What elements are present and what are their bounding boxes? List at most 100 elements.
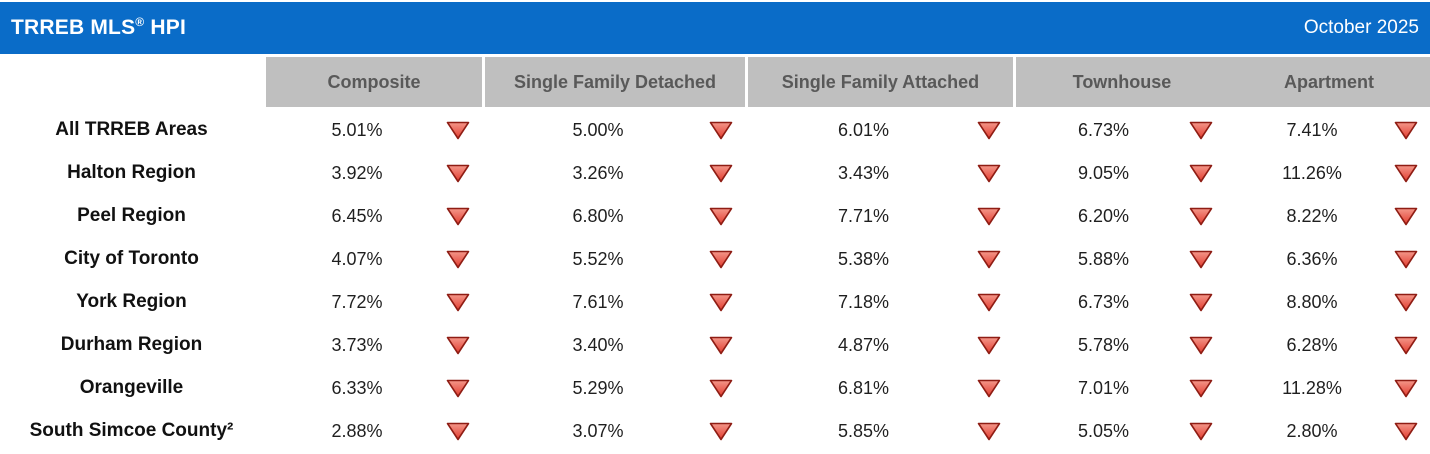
registered-trademark-symbol: ® [135,15,145,29]
hpi-value-cell: 5.52% [485,239,745,279]
hpi-value-cell: 6.45% [266,196,482,236]
hpi-value: 3.40% [572,334,624,355]
hpi-value-cell: 5.05% [1016,411,1225,451]
hpi-value-cell: 3.43% [748,153,1013,193]
hpi-value-cell: 5.85% [748,411,1013,451]
hpi-value-cell: 4.87% [748,325,1013,365]
trend-down-icon [973,207,1001,226]
hpi-value: 5.78% [1077,334,1130,355]
trend-down-icon [442,422,470,441]
trend-down-icon [705,121,733,140]
hpi-value: 3.07% [572,420,624,441]
hpi-value: 4.07% [331,248,383,269]
hpi-value-cell: 5.38% [748,239,1013,279]
hpi-value-cell: 5.00% [485,110,745,150]
trend-down-icon [1390,164,1418,183]
trend-down-icon [1185,121,1213,140]
trend-down-icon [973,164,1001,183]
hpi-value: 7.61% [572,291,624,312]
trend-down-icon [442,164,470,183]
hpi-value-cell: 3.26% [485,153,745,193]
trend-down-icon [1185,422,1213,441]
hpi-value: 11.28% [1282,377,1342,398]
region-label: City of Toronto [0,239,263,279]
hpi-value-cell: 6.20% [1016,196,1225,236]
hpi-value-cell: 6.33% [266,368,482,408]
trend-down-icon [1390,379,1418,398]
hpi-value-cell: 3.73% [266,325,482,365]
hpi-value-cell: 8.22% [1228,196,1430,236]
hpi-value-cell: 6.73% [1016,282,1225,322]
hpi-value-cell: 7.18% [748,282,1013,322]
trend-down-icon [973,121,1001,140]
hpi-value-cell: 7.71% [748,196,1013,236]
hpi-value: 6.73% [1077,119,1130,140]
trend-down-icon [705,293,733,312]
hpi-value-cell: 7.72% [266,282,482,322]
hpi-value: 5.29% [572,377,624,398]
trend-down-icon [705,336,733,355]
region-label: Peel Region [0,196,263,236]
hpi-value-cell: 6.81% [748,368,1013,408]
hpi-table: Composite Single Family Detached Single … [0,57,1430,451]
header-group-townhouse-apartment: Townhouse Apartment [1016,57,1430,107]
hpi-value-cell: 6.80% [485,196,745,236]
report-period: October 2025 [1303,17,1419,38]
region-label: Orangeville [0,368,263,408]
hpi-value-cell: 6.28% [1228,325,1430,365]
hpi-value-cell: 6.36% [1228,239,1430,279]
hpi-value: 7.18% [837,291,890,312]
region-label: Durham Region [0,325,263,365]
hpi-value: 3.26% [572,162,624,183]
hpi-value: 6.45% [331,205,383,226]
hpi-value-cell: 3.92% [266,153,482,193]
hpi-value: 9.05% [1077,162,1130,183]
hpi-value: 8.22% [1286,205,1338,226]
title-bar: TRREB MLS® HPI October 2025 [0,2,1430,54]
hpi-value-cell: 2.80% [1228,411,1430,451]
trend-down-icon [442,293,470,312]
hpi-value: 5.01% [331,119,383,140]
trend-down-icon [973,379,1001,398]
trend-down-icon [1185,164,1213,183]
trend-down-icon [1390,250,1418,269]
header-cell-single-family-attached: Single Family Attached [748,57,1013,107]
hpi-value: 5.05% [1077,420,1130,441]
hpi-value: 11.26% [1282,162,1342,183]
hpi-value: 7.72% [331,291,383,312]
hpi-value: 5.85% [837,420,890,441]
hpi-value: 6.01% [837,119,890,140]
hpi-value-cell: 3.07% [485,411,745,451]
hpi-value-cell: 5.01% [266,110,482,150]
trend-down-icon [973,293,1001,312]
trend-down-icon [1185,207,1213,226]
hpi-value: 7.71% [837,205,890,226]
hpi-value: 7.01% [1077,377,1130,398]
trend-down-icon [442,379,470,398]
hpi-value: 3.92% [331,162,383,183]
trend-down-icon [442,250,470,269]
hpi-value-cell: 11.26% [1228,153,1430,193]
hpi-value: 6.28% [1286,334,1338,355]
trend-down-icon [1185,379,1213,398]
hpi-value-cell: 7.61% [485,282,745,322]
trend-down-icon [1390,336,1418,355]
trend-down-icon [1185,293,1213,312]
hpi-value: 6.80% [572,205,624,226]
page-title: TRREB MLS® HPI [11,16,186,40]
trend-down-icon [1390,422,1418,441]
trend-down-icon [442,121,470,140]
hpi-value: 6.33% [331,377,383,398]
header-cell-apartment: Apartment [1283,71,1374,92]
hpi-value-cell: 11.28% [1228,368,1430,408]
hpi-value-cell: 5.29% [485,368,745,408]
hpi-value: 2.80% [1286,420,1338,441]
hpi-value-cell: 7.01% [1016,368,1225,408]
hpi-value-cell: 2.88% [266,411,482,451]
hpi-value: 7.41% [1286,119,1338,140]
hpi-value-cell: 5.78% [1016,325,1225,365]
hpi-value: 8.80% [1286,291,1338,312]
hpi-value: 5.00% [572,119,624,140]
hpi-value: 5.88% [1077,248,1130,269]
